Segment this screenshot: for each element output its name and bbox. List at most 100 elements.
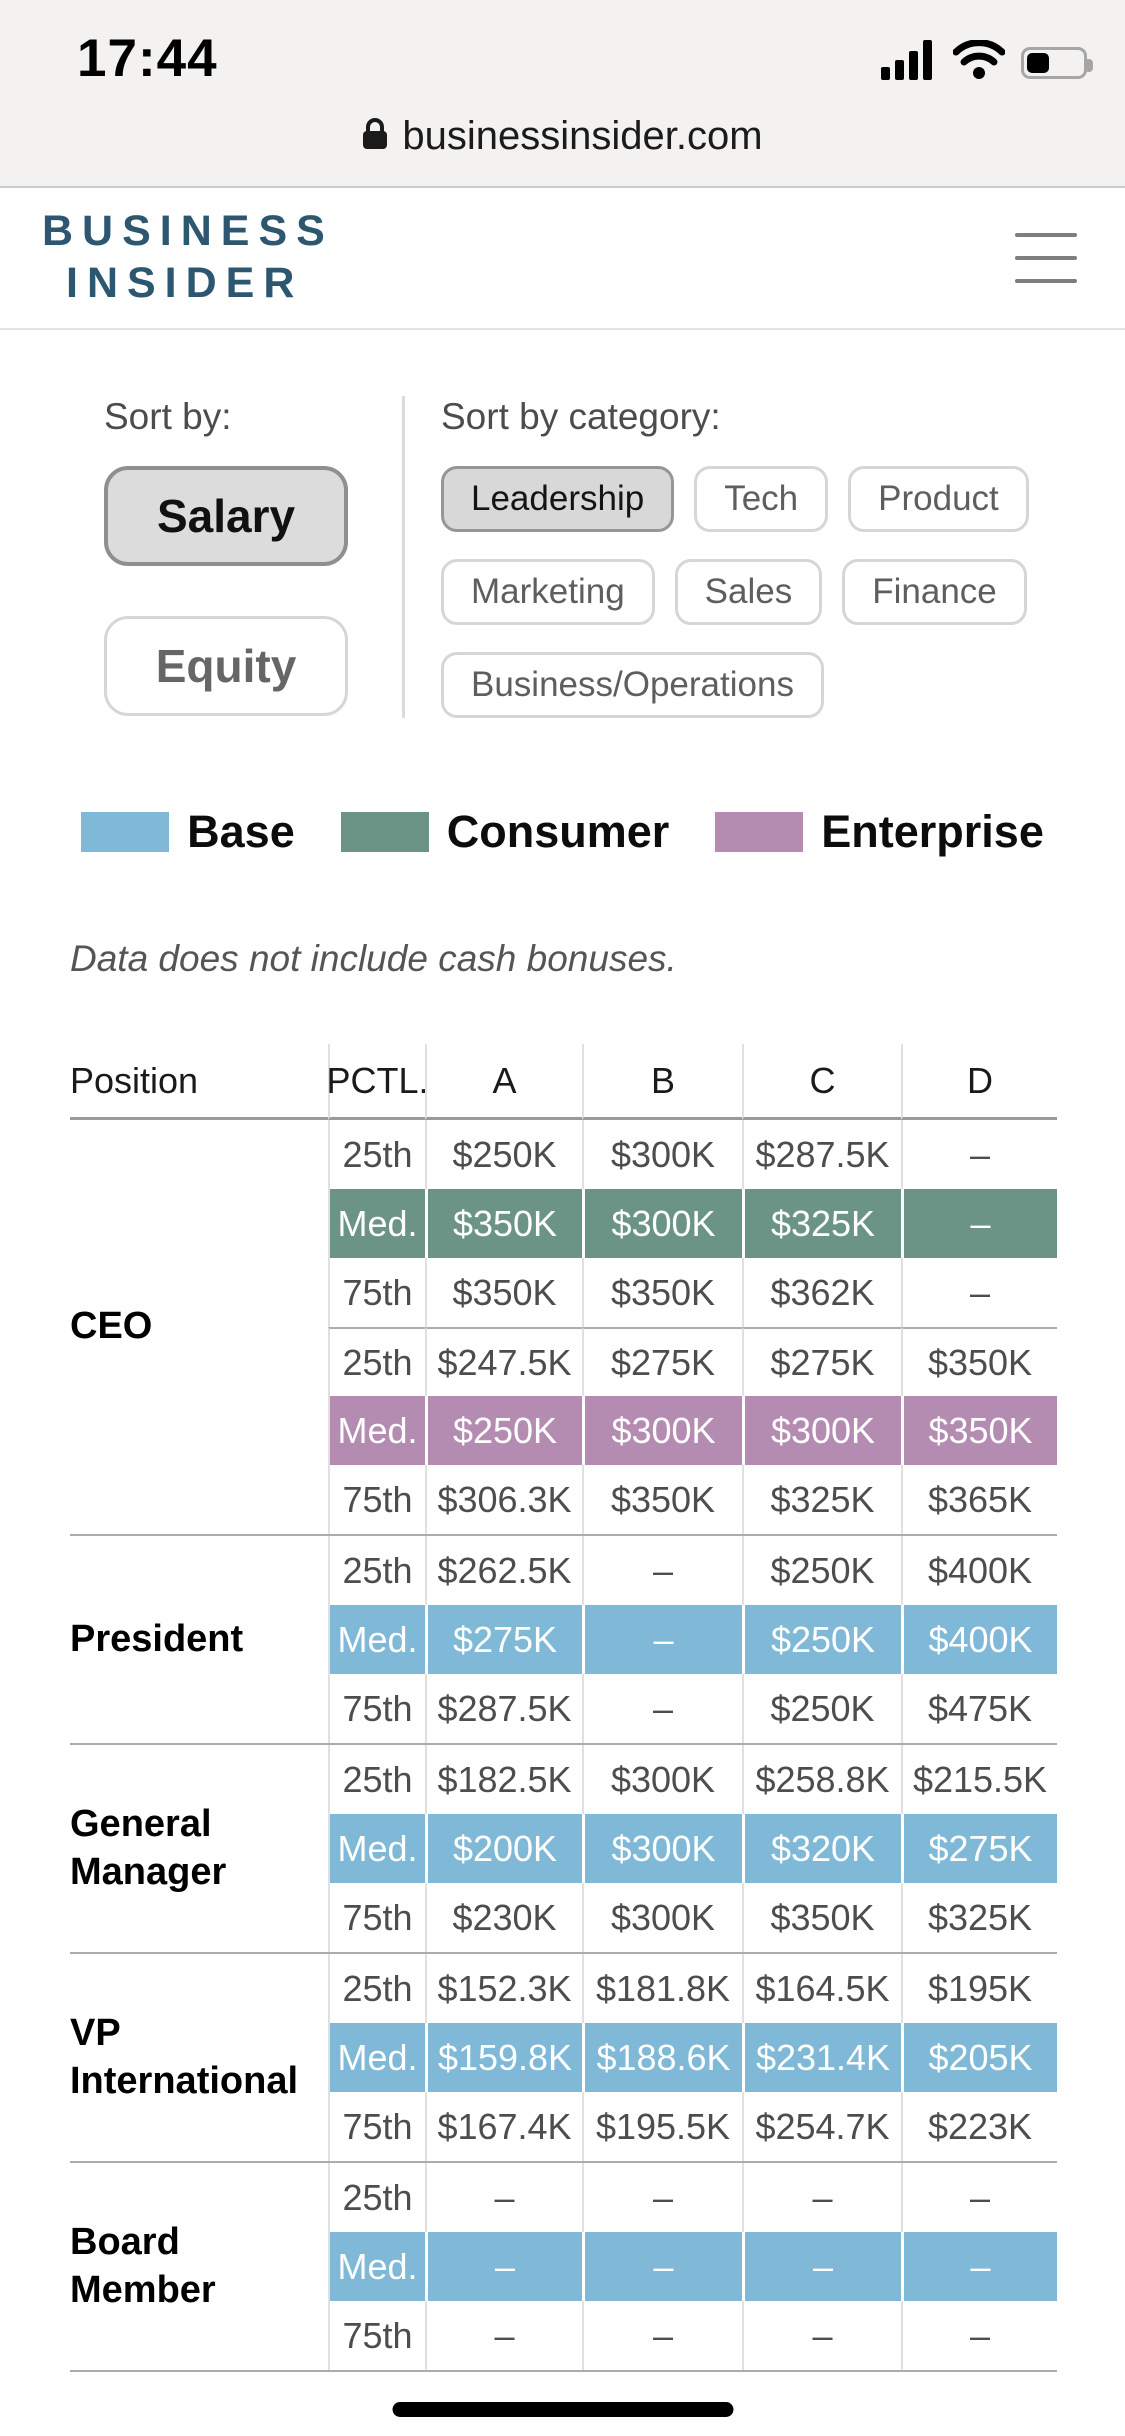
url-domain: businessinsider.com: [402, 113, 763, 158]
value-cell: –: [582, 1605, 742, 1674]
value-cell: $325K: [901, 1883, 1057, 1952]
value-cell: $287.5K: [425, 1674, 582, 1743]
value-cell: $275K: [901, 1814, 1057, 1883]
value-cell: $300K: [742, 1396, 901, 1465]
pctl-cell: 75th: [328, 1465, 425, 1534]
legend-item-consumer: Consumer: [340, 806, 670, 858]
value-cell: $350K: [582, 1465, 742, 1534]
value-cell: $365K: [901, 1465, 1057, 1534]
value-cell: –: [582, 1536, 742, 1605]
value-cell: –: [901, 2301, 1057, 2370]
pctl-cell: Med.: [328, 2232, 425, 2301]
value-cell: –: [582, 2301, 742, 2370]
value-cell: $188.6K: [582, 2023, 742, 2092]
value-cell: $287.5K: [742, 1120, 901, 1189]
business-insider-logo[interactable]: BUSINESS INSIDER: [42, 206, 334, 309]
table-body: CEO 25th $250K $300K $287.5K – Med. $350K $300K $…: [70, 1120, 1057, 2372]
column-header-a: A: [425, 1044, 582, 1120]
position-group-ceo: CEO 25th $250K $300K $287.5K – Med. $350K $300K $…: [70, 1120, 1057, 1534]
value-cell: $215.5K: [901, 1745, 1057, 1814]
value-cell: $275K: [425, 1605, 582, 1674]
position-group-president: President 25th $262.5K – $250K $400K Med. $275K…: [70, 1534, 1057, 1743]
position-label: CEO: [70, 1305, 153, 1348]
value-cell: –: [582, 2232, 742, 2301]
pctl-cell: 75th: [328, 1883, 425, 1952]
value-cell: $195.5K: [582, 2092, 742, 2161]
pctl-cell: 25th: [328, 2163, 425, 2232]
value-cell: $230K: [425, 1883, 582, 1952]
value-cell: $306.3K: [425, 1465, 582, 1534]
category-chip-finance[interactable]: Finance: [842, 559, 1027, 625]
value-cell: $325K: [742, 1465, 901, 1534]
sort-by-buttons: Salary Equity: [104, 466, 352, 716]
sort-by-category-label: Sort by category:: [441, 396, 721, 437]
value-cell: $400K: [901, 1605, 1057, 1674]
value-cell: $200K: [425, 1814, 582, 1883]
position-group-board-member: Board Member 25th – – – – Med. – – – –75th – – – –: [70, 2161, 1057, 2372]
value-cell: –: [742, 2301, 901, 2370]
value-cell: –: [901, 2163, 1057, 2232]
legend-label: Consumer: [446, 806, 670, 857]
pctl-cell: Med.: [328, 1605, 425, 1674]
value-cell: –: [742, 2163, 901, 2232]
value-cell: $159.8K: [425, 2023, 582, 2092]
pctl-cell: 75th: [328, 2301, 425, 2370]
battery-icon: [1021, 46, 1093, 79]
value-cell: –: [582, 2163, 742, 2232]
series-legend: Base Consumer Enterprise: [0, 806, 1125, 858]
value-cell: $320K: [742, 1814, 901, 1883]
home-indicator[interactable]: [392, 2402, 733, 2417]
category-chip-business-operations[interactable]: Business/Operations: [441, 652, 824, 718]
position-label: General Manager: [70, 1803, 227, 1893]
pctl-cell: 25th: [328, 1536, 425, 1605]
position-label: VP International: [70, 2012, 299, 2102]
value-cell: $300K: [582, 1814, 742, 1883]
category-chip-sales[interactable]: Sales: [674, 559, 823, 625]
value-cell: $475K: [901, 1674, 1057, 1743]
legend-label: Enterprise: [821, 806, 1044, 857]
site-header: BUSINESS INSIDER: [0, 188, 1125, 330]
legend-label: Base: [187, 806, 295, 857]
value-cell: $258.8K: [742, 1745, 901, 1814]
category-chip-product[interactable]: Product: [848, 466, 1029, 532]
value-cell: –: [901, 2232, 1057, 2301]
logo-line-1: BUSINESS: [42, 207, 334, 256]
value-cell: $195K: [901, 1954, 1057, 2023]
value-cell: $300K: [582, 1396, 742, 1465]
sort-equity-button[interactable]: Equity: [104, 616, 348, 716]
hamburger-menu-icon[interactable]: [1015, 223, 1077, 293]
sort-salary-button[interactable]: Salary: [104, 466, 348, 566]
value-cell: –: [901, 1258, 1057, 1327]
status-icons: [881, 39, 1093, 85]
table-header-row: Position PCTL. A B C D: [70, 1044, 1057, 1120]
pctl-cell: 25th: [328, 1120, 425, 1189]
column-header-pctl: PCTL.: [326, 1044, 429, 1120]
category-chip-tech[interactable]: Tech: [694, 466, 829, 532]
filter-divider: [402, 396, 405, 718]
filter-section: Sort by: Salary Equity Sort by category: …: [0, 396, 1125, 718]
lock-icon: [362, 117, 388, 156]
value-cell: $250K: [425, 1120, 582, 1189]
value-cell: $350K: [901, 1396, 1057, 1465]
url-bar[interactable]: businessinsider.com: [0, 104, 1125, 168]
category-chip-marketing[interactable]: Marketing: [441, 559, 655, 625]
value-cell: $300K: [582, 1745, 742, 1814]
legend-swatch-consumer: [340, 812, 429, 852]
category-chip-leadership[interactable]: Leadership: [441, 466, 675, 532]
value-cell: $262.5K: [425, 1536, 582, 1605]
column-header-d: D: [901, 1044, 1057, 1120]
value-cell: $275K: [742, 1327, 901, 1396]
value-cell: –: [742, 2232, 901, 2301]
column-header-c: C: [742, 1044, 901, 1120]
value-cell: –: [425, 2163, 582, 2232]
pctl-cell: 25th: [328, 1954, 425, 2023]
value-cell: $254.7K: [742, 2092, 901, 2161]
pctl-cell: 75th: [328, 1674, 425, 1743]
salary-table: Position PCTL. A B C D CEO 25th $250K $300K $287.…: [70, 1044, 1057, 2372]
value-cell: $362K: [742, 1258, 901, 1327]
category-chips: Leadership Tech Product Marketing Sales Finan…: [441, 466, 1041, 718]
value-cell: $300K: [582, 1189, 742, 1258]
pctl-cell: 75th: [328, 2092, 425, 2161]
value-cell: $350K: [742, 1883, 901, 1952]
pctl-cell: 25th: [328, 1745, 425, 1814]
